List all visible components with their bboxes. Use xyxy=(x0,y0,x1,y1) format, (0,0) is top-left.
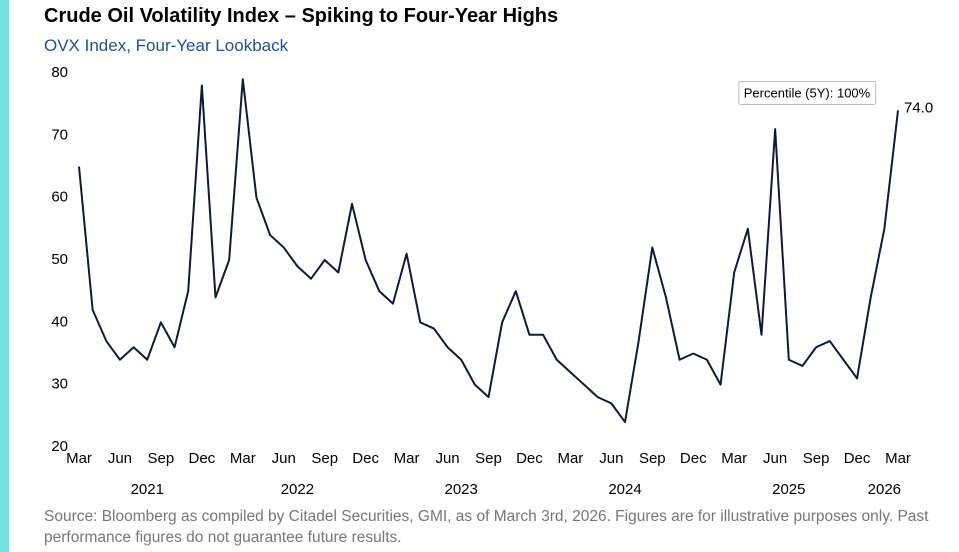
x-tick-label: Sep xyxy=(148,450,175,467)
x-tick-label: Jun xyxy=(435,450,459,467)
year-label: 2021 xyxy=(131,481,164,498)
x-tick-label: Sep xyxy=(311,450,338,467)
y-tick-label: 40 xyxy=(51,313,68,330)
year-label: 2026 xyxy=(868,481,901,498)
x-tick-label: Mar xyxy=(557,450,583,467)
x-tick-label: Jun xyxy=(108,450,132,467)
x-tick-label: Jun xyxy=(599,450,623,467)
year-label: 2023 xyxy=(445,481,478,498)
x-tick-label: Dec xyxy=(844,450,871,467)
x-tick-label: Mar xyxy=(394,450,420,467)
x-tick-label: Jun xyxy=(272,450,296,467)
y-tick-label: 70 xyxy=(51,126,68,143)
y-tick-label: 30 xyxy=(51,376,68,393)
x-tick-label: Dec xyxy=(680,450,707,467)
x-tick-label: Dec xyxy=(516,450,543,467)
source-note: Source: Bloomberg as compiled by Citadel… xyxy=(44,508,929,546)
chart-title: Crude Oil Volatility Index – Spiking to … xyxy=(44,5,559,27)
annotation-box xyxy=(738,80,877,105)
x-tick-label: Sep xyxy=(803,450,830,467)
x-tick-label: Mar xyxy=(721,450,747,467)
x-tick-label: Sep xyxy=(639,450,666,467)
x-tick-label: Sep xyxy=(475,450,502,467)
accent-bar xyxy=(0,0,9,552)
x-tick-label: Jun xyxy=(763,450,787,467)
x-tick-label: Mar xyxy=(66,450,92,467)
y-tick-label: 80 xyxy=(51,64,68,81)
x-tick-label: Dec xyxy=(352,450,379,467)
line xyxy=(78,78,899,424)
x-tick-label: Mar xyxy=(230,450,256,467)
x-tick-label: Dec xyxy=(189,450,216,467)
x-tick-label: Mar xyxy=(885,450,911,467)
chart-subtitle: OVX Index, Four-Year Lookback xyxy=(44,36,289,55)
year-label: 2025 xyxy=(772,481,805,498)
value-label: 74.0 xyxy=(904,99,933,116)
annotation: Percentile (5Y): 100% xyxy=(744,85,871,100)
year-label: 2024 xyxy=(608,481,641,498)
y-tick-label: 20 xyxy=(51,438,68,455)
y-tick-label: 60 xyxy=(51,189,68,206)
y-tick-label: 50 xyxy=(51,251,68,268)
year-label: 2022 xyxy=(281,481,314,498)
